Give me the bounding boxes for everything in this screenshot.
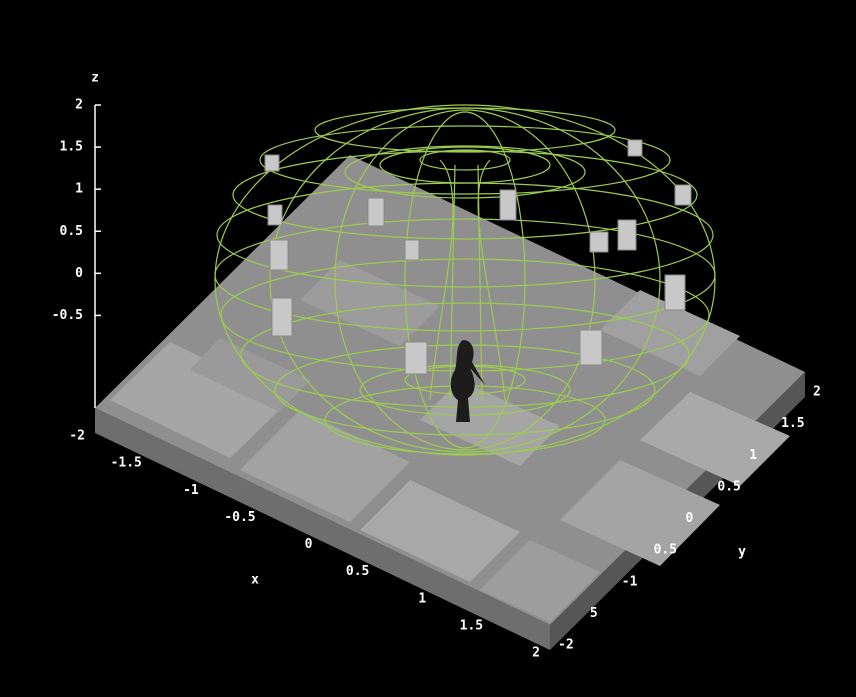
y-tick-label: -2 [558,638,574,653]
y-tick-label: 1 [749,448,757,463]
x-tick-label: -2 [69,429,85,444]
pillars [264,139,692,375]
z-tick-label: 1 [75,182,83,197]
y-tick-label: 0 [686,511,694,526]
x-tick-label: 2 [532,646,540,661]
x-tick-label: -1.5 [111,456,142,471]
y-tick-label: 5 [590,606,598,621]
z-tick-label: 1.5 [60,140,83,155]
x-tick-label: 0 [305,537,313,552]
z-tick-label: 0 [75,266,83,281]
y-tick-label: 1.5 [781,416,804,431]
z-axis-label: z [91,71,99,86]
x-tick-label: -1 [183,483,199,498]
y-tick-label: 0.5 [654,543,677,558]
y-tick-label: 0.5 [717,479,740,494]
z-tick-label: 2 [75,98,83,113]
y-tick-label: -1 [622,574,638,589]
x-tick-label: -0.5 [224,510,255,525]
figure [450,340,485,422]
y-axis-label: y [738,545,746,560]
x-tick-label: 1 [418,591,426,606]
y-tick-label: 2 [813,385,821,400]
z-tick-label: 0.5 [60,224,83,239]
x-tick-label: 1.5 [460,618,483,633]
z-tick-label: -0.5 [52,308,83,323]
x-axis-label: x [251,573,259,588]
x-tick-label: 0.5 [346,564,369,579]
